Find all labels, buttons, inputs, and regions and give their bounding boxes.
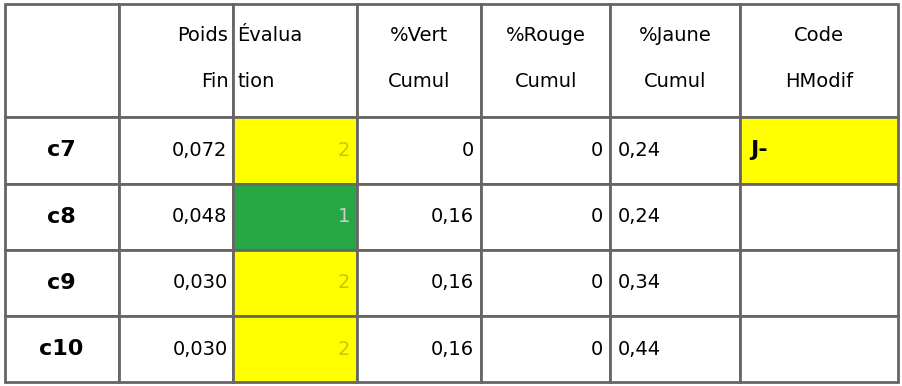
Text: 2: 2 <box>337 141 350 160</box>
Text: tion: tion <box>237 71 274 91</box>
Bar <box>481 4 610 117</box>
Bar <box>610 117 739 184</box>
Text: 2: 2 <box>337 340 350 359</box>
Text: Cumul: Cumul <box>643 71 705 91</box>
Bar <box>119 184 233 250</box>
Bar <box>233 4 357 117</box>
Bar <box>739 184 897 250</box>
Bar <box>119 250 233 316</box>
Text: 0,24: 0,24 <box>617 141 660 160</box>
Bar <box>739 250 897 316</box>
Text: 0: 0 <box>590 273 603 292</box>
Bar <box>357 117 481 184</box>
Text: 0,030: 0,030 <box>172 340 227 359</box>
Text: Fin: Fin <box>200 71 228 91</box>
Text: 0,34: 0,34 <box>617 273 660 292</box>
Bar <box>357 4 481 117</box>
Bar <box>5 117 119 184</box>
Bar <box>233 316 357 382</box>
Bar <box>233 184 357 250</box>
Text: 1: 1 <box>337 207 350 226</box>
Text: 0,16: 0,16 <box>430 340 474 359</box>
Text: Cumul: Cumul <box>388 71 450 91</box>
Text: 0,44: 0,44 <box>617 340 660 359</box>
Bar <box>481 316 610 382</box>
Bar <box>357 250 481 316</box>
Bar <box>610 184 739 250</box>
Text: c9: c9 <box>47 273 76 293</box>
Bar <box>610 4 739 117</box>
Bar <box>119 316 233 382</box>
Text: HModif: HModif <box>784 71 852 91</box>
Text: 0,072: 0,072 <box>172 141 227 160</box>
Bar <box>739 117 897 184</box>
Text: %Rouge: %Rouge <box>505 26 585 45</box>
Text: c10: c10 <box>40 339 84 359</box>
Text: 0,030: 0,030 <box>172 273 227 292</box>
Bar <box>739 316 897 382</box>
Bar <box>610 316 739 382</box>
Text: Poids: Poids <box>178 26 228 45</box>
Text: c7: c7 <box>47 141 76 161</box>
Text: Cumul: Cumul <box>514 71 576 91</box>
Text: 2: 2 <box>337 273 350 292</box>
Bar <box>233 250 357 316</box>
Bar <box>739 4 897 117</box>
Text: 0: 0 <box>590 207 603 226</box>
Bar <box>5 4 119 117</box>
Bar <box>5 316 119 382</box>
Bar <box>119 117 233 184</box>
Text: 0,048: 0,048 <box>172 207 227 226</box>
Text: 0: 0 <box>590 340 603 359</box>
Text: 0,24: 0,24 <box>617 207 660 226</box>
Text: 0: 0 <box>461 141 474 160</box>
Bar <box>481 117 610 184</box>
Bar <box>5 250 119 316</box>
Text: Code: Code <box>793 26 843 45</box>
Bar <box>610 250 739 316</box>
Bar <box>5 184 119 250</box>
Text: J-: J- <box>750 141 768 161</box>
Bar <box>119 4 233 117</box>
Text: %Jaune: %Jaune <box>638 26 711 45</box>
Text: %Vert: %Vert <box>390 26 448 45</box>
Bar <box>357 184 481 250</box>
Text: Évalua: Évalua <box>237 26 302 45</box>
Bar <box>481 250 610 316</box>
Text: 0,16: 0,16 <box>430 207 474 226</box>
Bar <box>357 316 481 382</box>
Text: c8: c8 <box>47 207 76 227</box>
Text: 0: 0 <box>590 141 603 160</box>
Text: 0,16: 0,16 <box>430 273 474 292</box>
Bar <box>233 117 357 184</box>
Bar <box>481 184 610 250</box>
